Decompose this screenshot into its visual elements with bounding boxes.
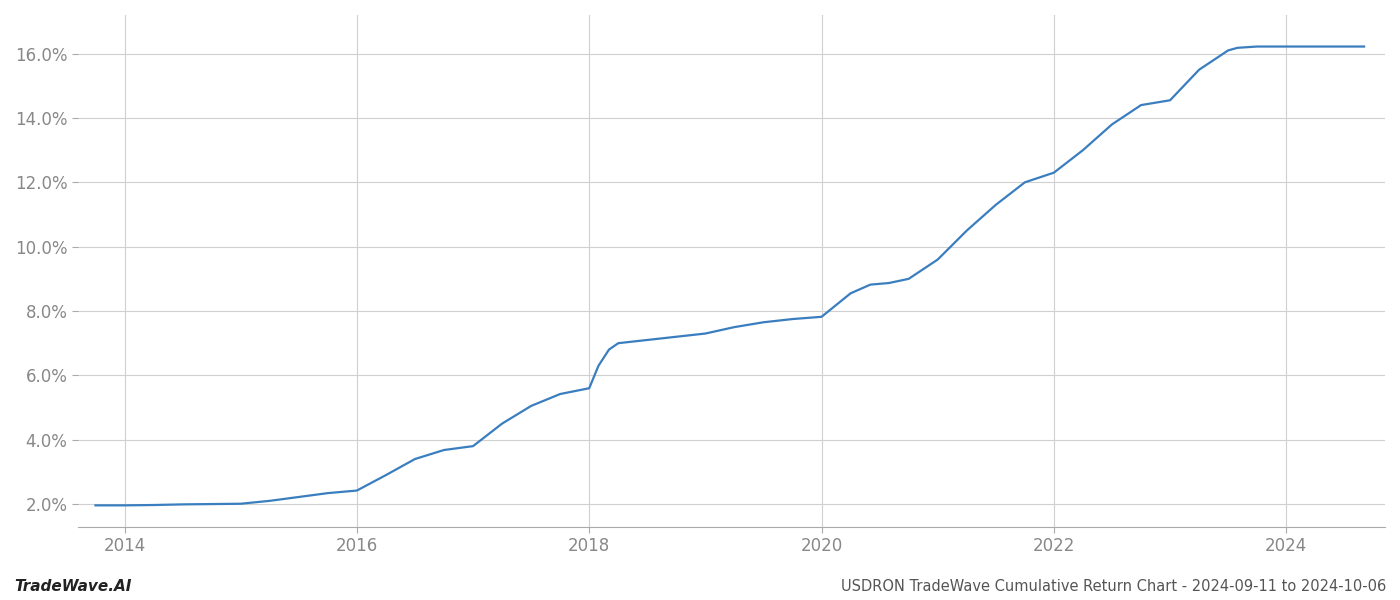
Text: USDRON TradeWave Cumulative Return Chart - 2024-09-11 to 2024-10-06: USDRON TradeWave Cumulative Return Chart… (841, 579, 1386, 594)
Text: TradeWave.AI: TradeWave.AI (14, 579, 132, 594)
